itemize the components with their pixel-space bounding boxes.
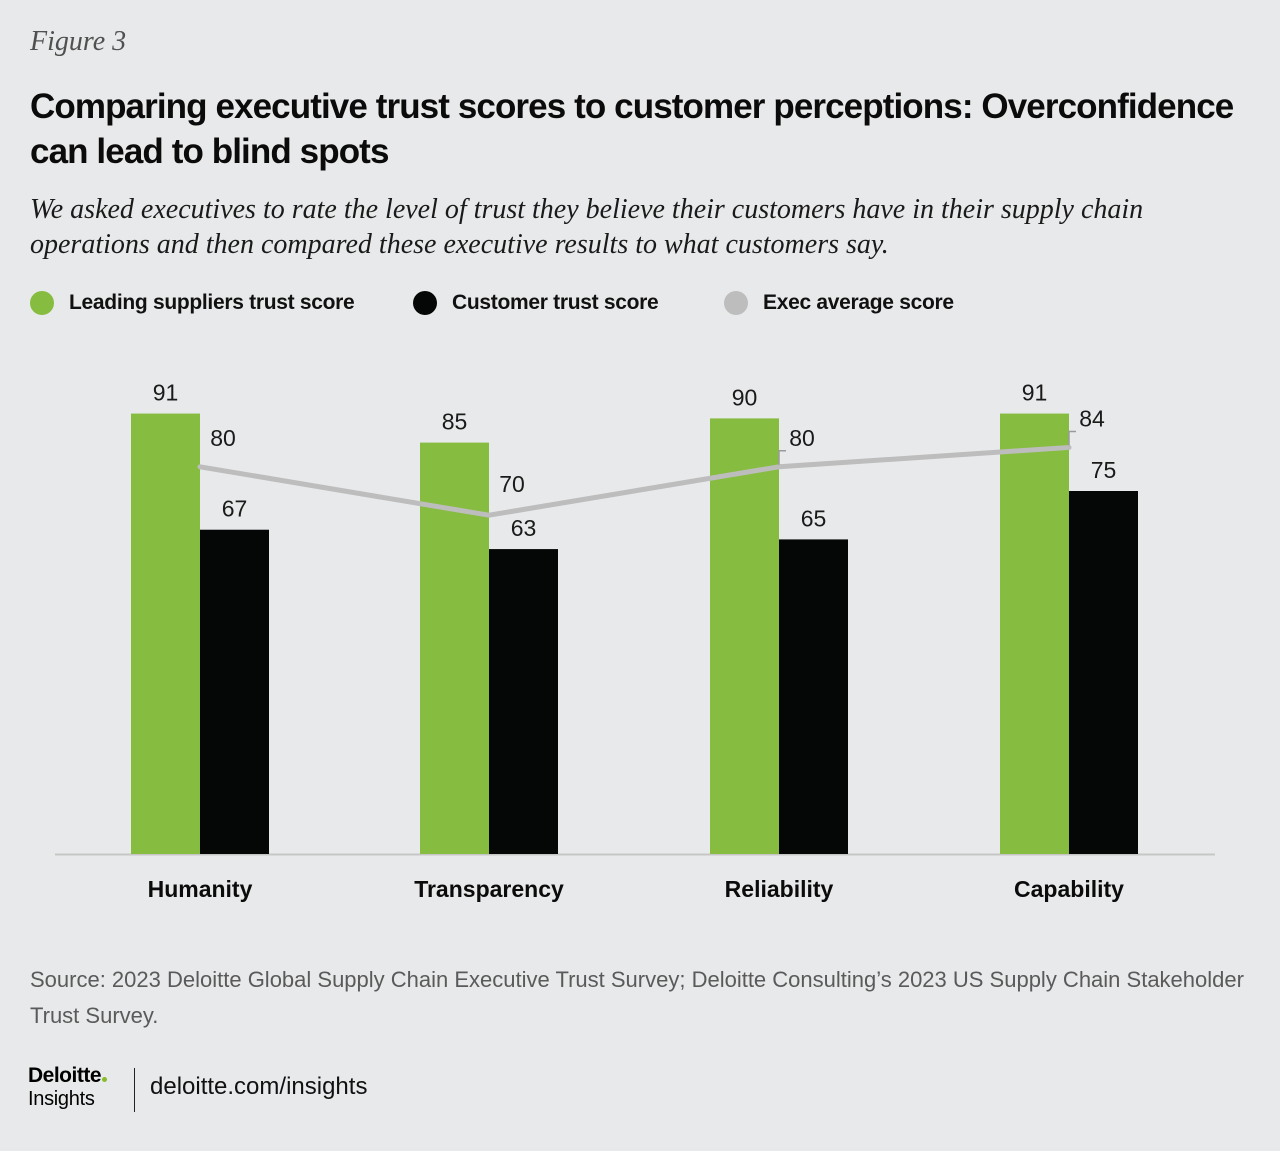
- value-label-customer-trust-score-humanity: 67: [222, 496, 248, 522]
- bar-leading-suppliers-trust-score-capability: [1000, 413, 1069, 854]
- bar-chart: 91 85 90 91 67 63 65 75 80 70 80 84 Humanity Transpar…: [55, 380, 1215, 902]
- figure-label: Figure 3: [30, 26, 127, 57]
- bar-customer-trust-score-capability: [1069, 491, 1138, 854]
- brand-dot-icon: [102, 1077, 108, 1082]
- value-label-leading-suppliers-trust-score-capability: 91: [1022, 380, 1048, 406]
- value-label-exec-average-score-transparency: 70: [499, 471, 525, 497]
- category-label-reliability: Reliability: [725, 876, 834, 902]
- legend-item-customer-trust: Customer trust score: [413, 288, 659, 318]
- legend-item-exec-average: Exec average score: [724, 288, 954, 318]
- legend-label-leading-suppliers: Leading suppliers trust score: [69, 291, 355, 314]
- bar-customer-trust-score-humanity: [200, 529, 269, 854]
- bar-leading-suppliers-trust-score-reliability: [710, 418, 779, 854]
- legend-swatch-leading-suppliers: [30, 291, 54, 315]
- brand-name: Deloitte: [28, 1064, 128, 1088]
- bar-customer-trust-score-reliability: [779, 539, 848, 854]
- value-label-leading-suppliers-trust-score-humanity: 91: [153, 380, 179, 406]
- value-label-customer-trust-score-reliability: 65: [801, 505, 827, 531]
- brand-sub: Insights: [28, 1088, 95, 1110]
- value-label-customer-trust-score-capability: 75: [1091, 457, 1117, 483]
- leader-line-capability: [1068, 430, 1076, 446]
- legend-item-leading-suppliers: Leading suppliers trust score: [30, 288, 355, 318]
- value-label-exec-average-score-reliability: 80: [789, 425, 815, 451]
- source-note: Source: 2023 Deloitte Global Supply Chai…: [30, 967, 1244, 1028]
- category-label-capability: Capability: [1014, 876, 1124, 902]
- legend-label-customer-trust: Customer trust score: [452, 291, 659, 314]
- deloitte-insights-link[interactable]: deloitte.com/insights: [150, 1073, 368, 1100]
- legend: Leading suppliers trust score Customer t…: [30, 288, 1250, 318]
- line-exec-average-score: [197, 444, 1072, 518]
- legend-label-exec-average: Exec average score: [763, 291, 954, 314]
- deloitte-insights-logo: Deloitte Insights: [28, 1064, 128, 1110]
- value-label-leading-suppliers-trust-score-transparency: 85: [442, 409, 468, 435]
- value-label-exec-average-score-humanity: 80: [210, 425, 236, 451]
- legend-swatch-exec-average: [724, 291, 748, 315]
- bar-leading-suppliers-trust-score-humanity: [131, 413, 200, 854]
- category-label-transparency: Transparency: [414, 876, 564, 902]
- chart-subtitle: We asked executives to rate the level of…: [30, 194, 1144, 260]
- bar-customer-trust-score-transparency: [489, 549, 558, 854]
- leader-line-reliability: [778, 450, 786, 465]
- value-label-customer-trust-score-transparency: 63: [511, 515, 537, 541]
- value-label-leading-suppliers-trust-score-reliability: 90: [732, 384, 758, 410]
- category-label-humanity: Humanity: [148, 876, 253, 902]
- value-label-exec-average-score-capability: 84: [1079, 405, 1105, 431]
- footer: Deloitte Insights deloitte.com/insights: [28, 1064, 628, 1114]
- chart-title: Comparing executive trust scores to cust…: [30, 87, 1234, 171]
- legend-swatch-customer-trust: [413, 291, 437, 315]
- footer-divider: [134, 1068, 135, 1112]
